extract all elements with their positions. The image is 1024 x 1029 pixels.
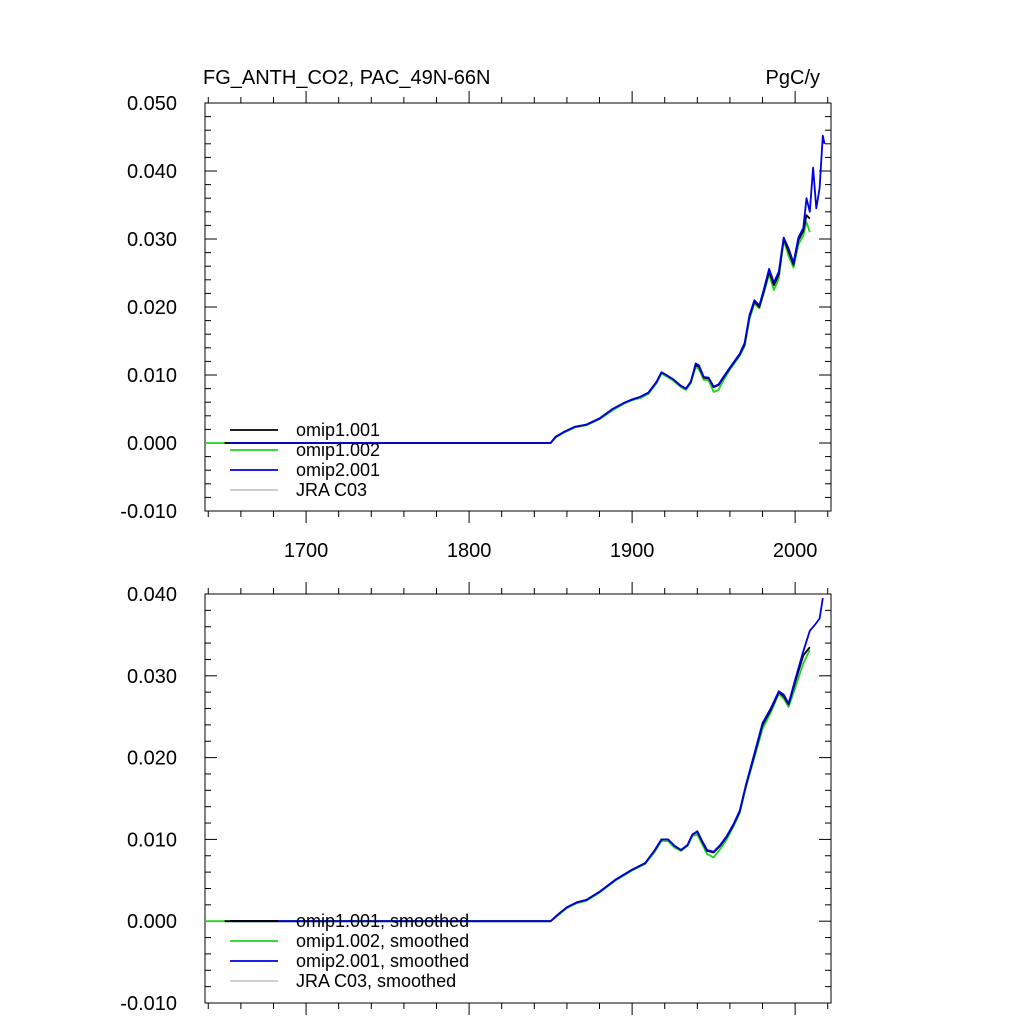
- units-label: PgC/y: [766, 67, 820, 89]
- plot-frame-2: [204, 593, 832, 1004]
- y-tick-label: -0.010: [120, 993, 177, 1015]
- legend-label: JRA C03: [296, 480, 367, 500]
- y-tick-label: -0.010: [120, 501, 177, 523]
- legend-label: omip2.001, smoothed: [296, 951, 469, 971]
- series-line-omip1-001: [224, 214, 811, 444]
- series-line-omip1-001: [224, 646, 811, 923]
- x-tick-label: 2000: [773, 540, 818, 562]
- y-tick-label: 0.050: [127, 93, 177, 115]
- y-tick-label: 0.010: [127, 829, 177, 851]
- legend-label: omip1.002: [296, 440, 380, 460]
- y-tick-label: 0.030: [127, 229, 177, 251]
- series-line-omip1-002: [205, 221, 811, 444]
- y-tick-label: 0.030: [127, 666, 177, 688]
- series-line-omip2-001: [229, 134, 826, 444]
- y-tick-label: 0.040: [127, 584, 177, 606]
- legend-label: omip1.001: [296, 420, 380, 440]
- legend-label: omip1.001, smoothed: [296, 911, 469, 931]
- legend-label: omip2.001: [296, 460, 380, 480]
- x-tick-label: 1800: [447, 540, 492, 562]
- chart-title: FG_ANTH_CO2, PAC_49N-66N: [203, 67, 491, 89]
- y-tick-label: 0.020: [127, 297, 177, 319]
- y-tick-label: 0.020: [127, 748, 177, 770]
- legend-label: omip1.002, smoothed: [296, 931, 469, 951]
- x-tick-label: 1900: [610, 540, 655, 562]
- legend-label: JRA C03, smoothed: [296, 971, 456, 991]
- series-line-omip1-002: [205, 649, 811, 923]
- x-tick-label: 1700: [284, 540, 329, 562]
- y-tick-label: 0.010: [127, 365, 177, 387]
- y-tick-label: 0.000: [127, 911, 177, 933]
- y-tick-label: 0.040: [127, 161, 177, 183]
- y-tick-label: 0.000: [127, 433, 177, 455]
- series-line-omip2-001: [229, 597, 824, 923]
